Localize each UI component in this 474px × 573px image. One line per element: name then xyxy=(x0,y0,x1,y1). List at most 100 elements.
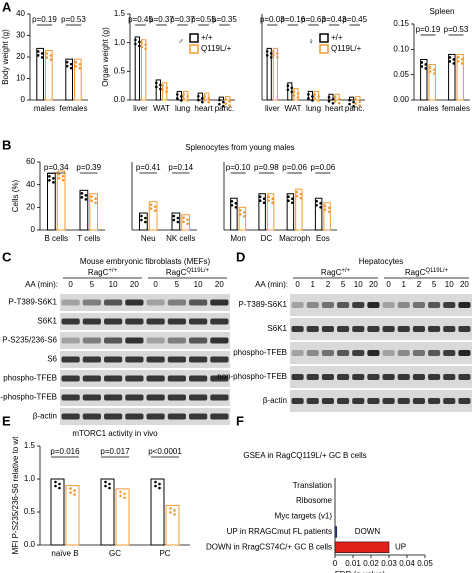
blot-band xyxy=(291,326,304,332)
bar xyxy=(286,193,295,231)
p-value: p=0.98 xyxy=(254,163,279,172)
x-tick-label: lung xyxy=(306,104,321,113)
blot-band xyxy=(412,350,425,356)
dot xyxy=(295,190,299,194)
dot xyxy=(307,97,310,100)
lane-label: 5 xyxy=(90,280,95,289)
dot xyxy=(197,98,200,102)
blot-band xyxy=(210,356,229,363)
sex-symbol: ♀ xyxy=(308,37,314,46)
dot xyxy=(144,47,147,51)
group-base: RagC xyxy=(405,268,426,277)
blot-band xyxy=(146,375,165,382)
dot xyxy=(61,178,65,182)
group-sup: Q119L/+ xyxy=(425,268,448,274)
blot-band xyxy=(352,398,365,404)
x-tick-label: naïve B xyxy=(51,549,78,558)
group-label: RagC+/+ xyxy=(88,268,118,278)
bar xyxy=(141,39,147,101)
bar xyxy=(456,53,464,101)
bar-annotation: DOWN xyxy=(355,527,381,536)
bar xyxy=(334,526,338,538)
group-label: RagCQ119L/+ xyxy=(166,268,210,278)
dot xyxy=(291,201,294,205)
y-axis-label: Organ weight (g) xyxy=(101,27,110,87)
group-label: RagCQ119L/+ xyxy=(405,268,449,278)
bar xyxy=(266,193,275,231)
blot-band xyxy=(210,394,229,401)
dot xyxy=(57,172,61,176)
dot xyxy=(104,484,107,488)
row-label: β-actin xyxy=(33,412,57,421)
x-tick-label: males xyxy=(417,104,438,113)
dot xyxy=(155,81,158,85)
dot xyxy=(432,72,436,75)
dot xyxy=(69,491,72,494)
dot xyxy=(90,195,93,199)
x-tick-label: panc. xyxy=(215,104,235,113)
x-tick-label: GC xyxy=(109,549,121,558)
blot-band xyxy=(412,374,425,380)
legend-label: Q119L/+ xyxy=(201,44,232,53)
p-value: p=0.45 xyxy=(342,15,367,24)
row-label: β-actin xyxy=(263,396,287,405)
p-value: p=0.39 xyxy=(76,163,101,172)
dot xyxy=(74,64,78,68)
dot xyxy=(299,192,303,196)
dot xyxy=(296,92,300,95)
dot xyxy=(323,208,327,212)
blot-band xyxy=(189,318,208,325)
legend-label: Q119L/+ xyxy=(331,44,362,53)
dot xyxy=(52,181,55,184)
bar xyxy=(266,47,272,101)
dot xyxy=(234,205,238,209)
dot xyxy=(123,492,126,496)
dot xyxy=(358,104,362,107)
dot xyxy=(291,197,294,201)
dot xyxy=(456,56,460,59)
p-value: p=0.41 xyxy=(136,163,161,172)
y-tick-label: 0.0 xyxy=(24,540,36,549)
blot-band xyxy=(146,356,165,363)
dot xyxy=(448,60,452,63)
bar xyxy=(100,478,115,546)
blot-band xyxy=(443,350,456,356)
blot-strip xyxy=(60,389,230,406)
y-tick-label: 1.5 xyxy=(24,441,36,450)
blot-band xyxy=(291,398,304,404)
dot xyxy=(290,90,294,94)
dot xyxy=(40,52,44,55)
aa-label: AA (min): xyxy=(255,280,288,289)
blot-band xyxy=(306,350,319,356)
dot xyxy=(348,98,351,102)
dot xyxy=(420,61,424,64)
row-label: P-T389-S6K1 xyxy=(9,298,58,307)
blot-band xyxy=(82,318,101,325)
row-label: phospho-TFEB xyxy=(3,374,57,383)
blot-band xyxy=(146,318,165,325)
bar xyxy=(238,206,247,231)
blot-strip xyxy=(60,351,230,368)
blot-band xyxy=(125,394,144,401)
dot xyxy=(327,210,331,214)
dot xyxy=(317,95,320,98)
panel-letter: F xyxy=(236,413,244,428)
dot xyxy=(230,203,234,207)
group-label: RagC+/+ xyxy=(321,268,351,278)
dot xyxy=(153,205,157,208)
y-axis-label: MFI P-S235/236-S6 relative to wt xyxy=(11,436,20,555)
dot xyxy=(58,482,61,486)
group-base: RagC xyxy=(321,268,342,277)
row-label: S6K1 xyxy=(37,317,57,326)
blot-band xyxy=(428,302,441,308)
dot xyxy=(140,45,143,49)
bar xyxy=(65,58,74,101)
x-tick-label: lung xyxy=(175,104,190,113)
dot xyxy=(186,222,189,225)
dot xyxy=(352,100,355,104)
blot-band xyxy=(189,394,208,401)
dot xyxy=(295,194,299,198)
bar xyxy=(171,212,181,231)
blot-band xyxy=(382,350,395,356)
dot xyxy=(84,194,88,197)
